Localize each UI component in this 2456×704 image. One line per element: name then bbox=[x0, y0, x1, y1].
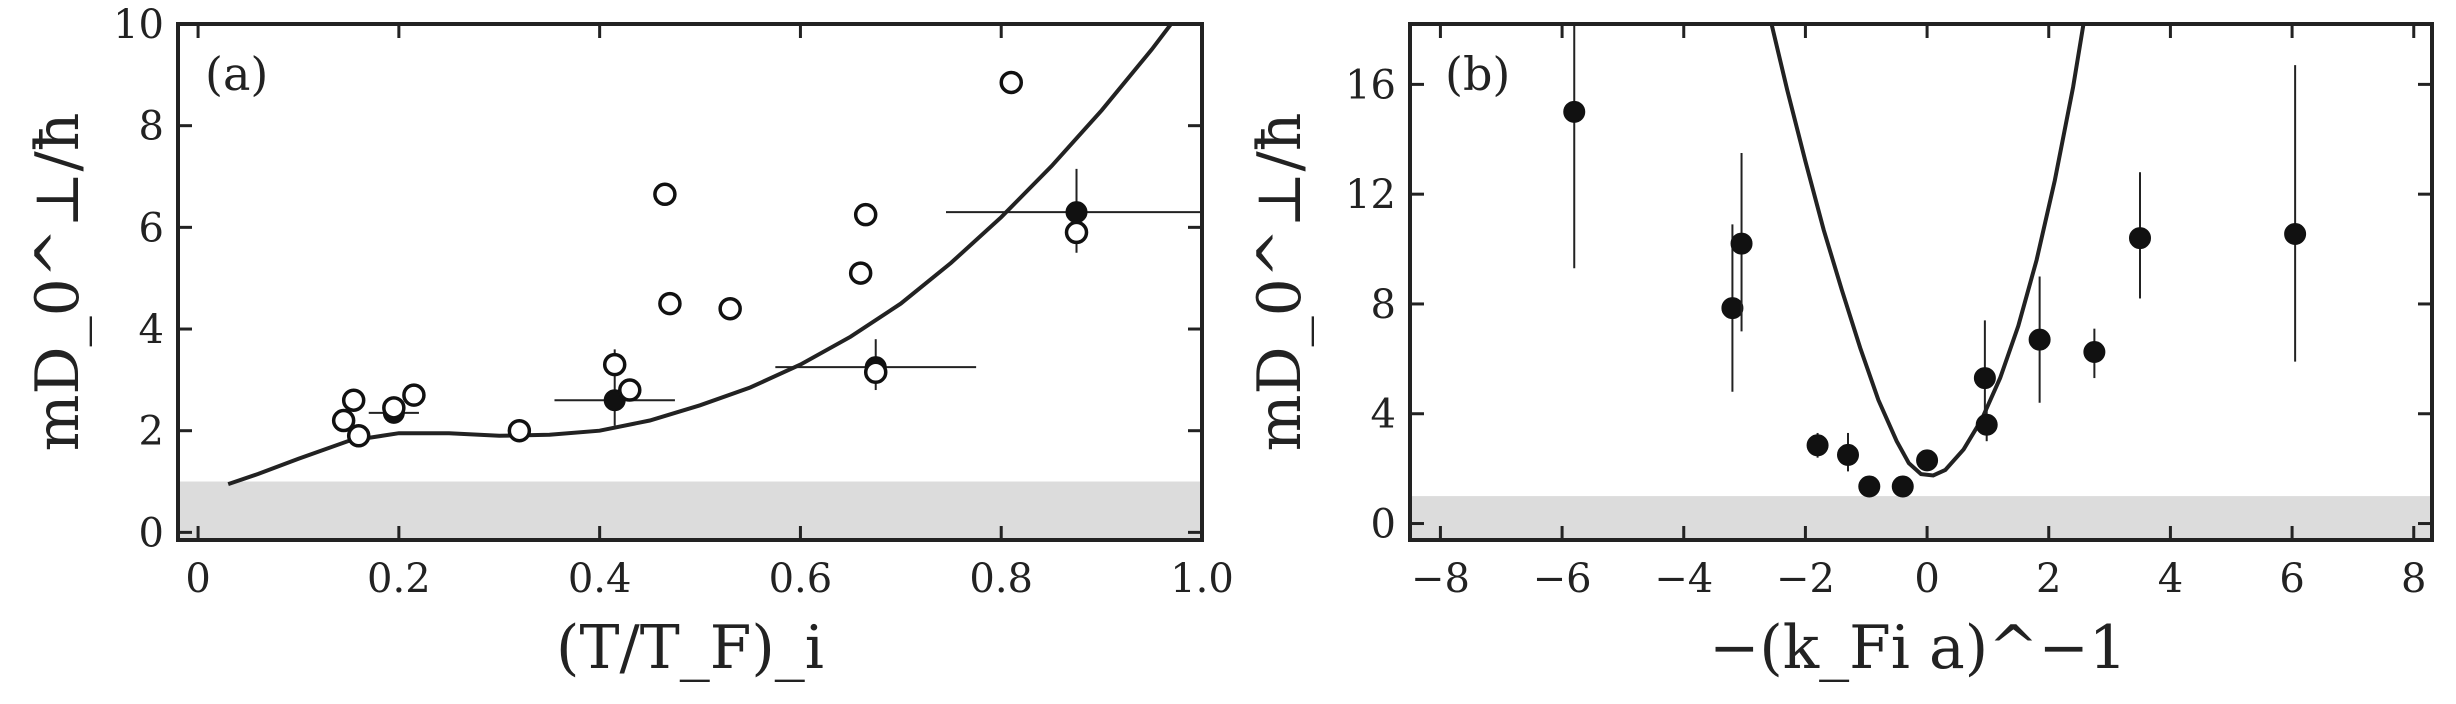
x-tick-label: 8 bbox=[2401, 556, 2426, 602]
data-point-open bbox=[382, 396, 406, 420]
data-point-open bbox=[718, 296, 742, 321]
shaded-band bbox=[1410, 496, 2432, 540]
series-filled-circle bbox=[368, 168, 1202, 426]
data-point bbox=[1563, 100, 1586, 123]
x-axis-label: (T/T_F)_i bbox=[556, 613, 824, 683]
shaded-band bbox=[178, 481, 1202, 540]
x-axis-label: −(k_Fi a)^−1 bbox=[1709, 613, 2127, 683]
data-point bbox=[1730, 232, 1753, 255]
y-tick-label: 0 bbox=[1371, 502, 1396, 548]
x-tick-label: 0.8 bbox=[969, 556, 1033, 602]
data-point-open bbox=[346, 424, 371, 448]
data-point bbox=[2083, 340, 2106, 363]
series-open-circle bbox=[331, 70, 1089, 448]
x-tick-label: 4 bbox=[2158, 556, 2183, 602]
data-point-open bbox=[507, 418, 532, 443]
data-point-open bbox=[602, 352, 627, 377]
panel-a: 0 0.2 0.4 0.6 0.8 1.0 0 2 4 6 8 10 (a) (T/T_F)_i mD_0^… bbox=[23, 2, 1234, 683]
data-point bbox=[1916, 449, 1939, 472]
data-point-open bbox=[653, 182, 677, 207]
data-point bbox=[1858, 475, 1881, 498]
x-tick-label: −6 bbox=[1533, 556, 1592, 602]
data-point-open bbox=[863, 360, 888, 384]
x-tick-label: 2 bbox=[2036, 556, 2061, 602]
x-tick-label: 0.6 bbox=[769, 556, 833, 602]
plot-frame bbox=[1408, 22, 2434, 542]
data-point-open bbox=[999, 70, 1024, 95]
x-tick-label: −2 bbox=[1776, 556, 1835, 602]
y-tick-label: 16 bbox=[1345, 62, 1396, 108]
y-tick-label: 8 bbox=[139, 104, 164, 150]
data-point-open bbox=[402, 383, 426, 407]
model-curve bbox=[227, 24, 1174, 486]
data-point-open bbox=[618, 378, 642, 402]
x-tick-label: 0 bbox=[1914, 556, 1939, 602]
plot-area bbox=[178, 24, 1202, 540]
y-tick-label: 0 bbox=[139, 510, 164, 556]
x-tick-label: 0.2 bbox=[367, 556, 431, 602]
y-tick-label: 10 bbox=[113, 2, 164, 48]
x-tick-label: 0.4 bbox=[568, 556, 632, 602]
data-point bbox=[1065, 201, 1088, 224]
panel-label: (a) bbox=[205, 47, 268, 101]
x-tick-label: −8 bbox=[1411, 556, 1470, 602]
panel-label: (b) bbox=[1445, 47, 1510, 101]
plot-frame bbox=[176, 22, 1204, 542]
y-tick-label: 2 bbox=[139, 409, 164, 455]
x-tick-label: 0 bbox=[185, 556, 210, 602]
y-tick-label: 6 bbox=[139, 205, 164, 251]
x-tick-label: −4 bbox=[1654, 556, 1713, 602]
plot-area bbox=[1410, 24, 2432, 540]
panel-b: −8 −6 −4 −2 0 2 4 6 8 0 4 8 12 16 (b) −(k_Fi a)^−1 mD_0^… bbox=[1245, 22, 2434, 683]
data-point-open bbox=[658, 291, 682, 316]
data-point bbox=[1806, 434, 1829, 457]
data-point bbox=[1891, 475, 1914, 498]
model-curve bbox=[1769, 24, 2086, 478]
y-tick-label: 4 bbox=[139, 307, 164, 353]
data-point-open bbox=[341, 388, 366, 412]
y-axis-label: mD_0^⊥/ħ bbox=[1245, 113, 1315, 452]
y-tick-label: 12 bbox=[1345, 172, 1396, 218]
y-axis-label: mD_0^⊥/ħ bbox=[23, 113, 93, 452]
data-point bbox=[1837, 443, 1859, 466]
data-point bbox=[1975, 413, 1998, 436]
data-point bbox=[2129, 227, 2151, 250]
data-point-open bbox=[1064, 220, 1089, 245]
data-point bbox=[2284, 222, 2307, 245]
data-point-open bbox=[853, 202, 878, 227]
data-point bbox=[1973, 367, 1996, 390]
data-point bbox=[2028, 328, 2051, 351]
data-point-open bbox=[848, 261, 873, 285]
x-tick-label: 6 bbox=[2279, 556, 2304, 602]
data-point bbox=[1721, 297, 1744, 320]
x-tick-label: 1.0 bbox=[1170, 556, 1234, 602]
y-tick-label: 4 bbox=[1371, 392, 1396, 438]
data-point-open bbox=[331, 408, 356, 433]
series-filled-circle bbox=[1563, 24, 2307, 498]
y-tick-label: 8 bbox=[1371, 282, 1396, 328]
